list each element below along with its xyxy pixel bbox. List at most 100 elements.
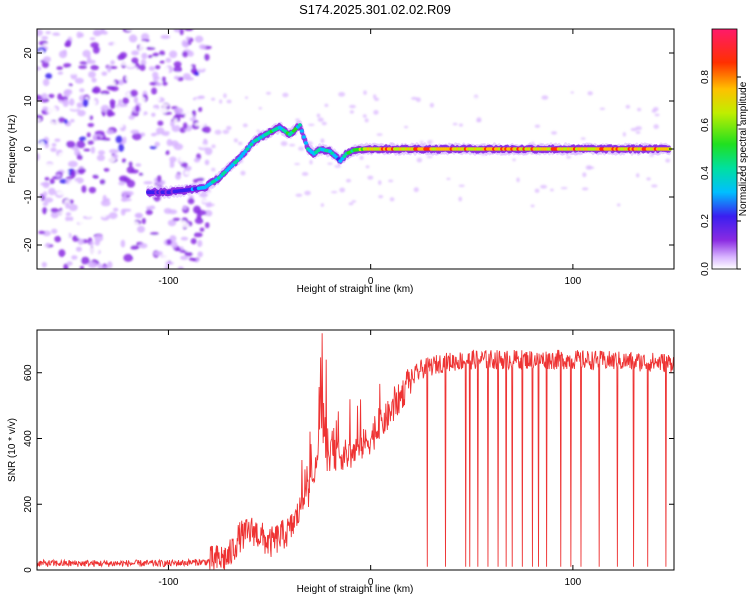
noise-speckle [80, 36, 88, 41]
noise-speckle [419, 140, 424, 144]
noise-speckle [197, 239, 203, 247]
noise-speckle [50, 208, 59, 213]
noise-speckle [106, 129, 114, 135]
noise-speckle [125, 191, 134, 196]
noise-speckle [426, 155, 433, 159]
noise-speckle [597, 175, 601, 179]
noise-speckle [194, 139, 204, 143]
noise-speckle [65, 176, 74, 180]
noise-speckle [348, 164, 356, 167]
noise-speckle [622, 132, 626, 137]
noise-speckle [152, 96, 161, 102]
noise-speckle [69, 216, 74, 221]
noise-speckle [112, 154, 119, 159]
noise-speckle [129, 44, 135, 50]
noise-speckle [512, 158, 516, 162]
noise-speckle [164, 66, 169, 74]
noise-speckle [151, 56, 162, 61]
noise-speckle [181, 39, 188, 47]
noise-speckle [211, 144, 216, 149]
noise-speckle [122, 192, 127, 201]
noise-speckle [148, 102, 159, 106]
noise-speckle [148, 39, 157, 48]
noise-speckle [148, 205, 156, 210]
noise-speckle [374, 97, 380, 102]
noise-speckle [345, 178, 352, 183]
noise-speckle [139, 64, 146, 71]
noise-speckle [153, 250, 163, 256]
noise-speckle [639, 115, 646, 120]
snr-x-tick-label: 100 [565, 577, 582, 588]
noise-speckle [551, 131, 558, 135]
noise-speckle [79, 88, 85, 93]
noise-speckle [185, 36, 191, 41]
noise-speckle [481, 120, 487, 126]
noise-speckle [316, 113, 321, 118]
noise-speckle [117, 121, 124, 129]
noise-speckle [112, 207, 119, 212]
noise-speckle [179, 29, 184, 36]
spectrogram-y-tick-label: 0 [23, 146, 34, 152]
noise-speckle [101, 266, 109, 269]
noise-speckle [88, 115, 94, 121]
noise-speckle [41, 93, 48, 100]
noise-speckle [161, 144, 166, 152]
noise-speckle [160, 103, 169, 107]
noise-speckle [151, 112, 156, 117]
noise-speckle [380, 175, 387, 181]
noise-speckle [88, 71, 96, 78]
noise-speckle [178, 108, 183, 114]
noise-speckle [157, 120, 164, 126]
noise-speckle [120, 208, 126, 216]
noise-speckle [165, 150, 170, 156]
noise-speckle [63, 63, 72, 68]
noise-speckle [282, 92, 289, 98]
noise-speckle [37, 196, 42, 202]
noise-speckle [452, 122, 458, 126]
noise-speckle [121, 158, 127, 164]
noise-speckle [126, 141, 134, 147]
noise-speckle [160, 255, 170, 264]
noise-speckle [153, 234, 159, 241]
noise-speckle [104, 198, 111, 202]
noise-speckle [106, 85, 116, 91]
noise-speckle [84, 80, 91, 89]
noise-speckle [154, 141, 161, 147]
noise-speckle [42, 78, 50, 87]
noise-speckle [194, 217, 204, 224]
noise-speckle [58, 50, 68, 59]
noise-speckle [129, 220, 136, 224]
noise-speckle [40, 182, 51, 186]
noise-speckle [155, 82, 163, 87]
spectrogram-x-tick-label: 0 [368, 276, 374, 287]
noise-speckle [76, 154, 83, 160]
noise-speckle [76, 231, 84, 239]
noise-speckle [57, 124, 62, 131]
colorbar-label: Normalized spectral amplitude [738, 81, 749, 216]
noise-speckle [41, 97, 50, 103]
noise-speckle [258, 107, 263, 110]
noise-speckle [168, 198, 175, 204]
ridge-core [303, 141, 308, 145]
noise-speckle [173, 75, 180, 80]
noise-speckle [58, 73, 68, 81]
noise-speckle [37, 66, 42, 71]
noise-speckle [63, 89, 73, 95]
noise-speckle [125, 241, 133, 246]
noise-speckle [201, 199, 210, 203]
snr-y-axis-label: SNR (10 * v/v) [7, 418, 18, 482]
noise-speckle [38, 230, 46, 235]
noise-speckle [177, 166, 185, 173]
noise-speckle [590, 97, 595, 100]
noise-speckle [74, 118, 80, 127]
noise-speckle [215, 165, 219, 171]
noise-speckle [475, 170, 481, 174]
noise-speckle [48, 187, 56, 196]
noise-speckle [91, 77, 97, 83]
noise-speckle [136, 249, 145, 257]
noise-speckle [120, 239, 126, 248]
noise-speckle [198, 44, 207, 50]
spectrogram-noise [37, 29, 671, 269]
noise-speckle [80, 203, 88, 212]
noise-speckle [265, 91, 272, 95]
